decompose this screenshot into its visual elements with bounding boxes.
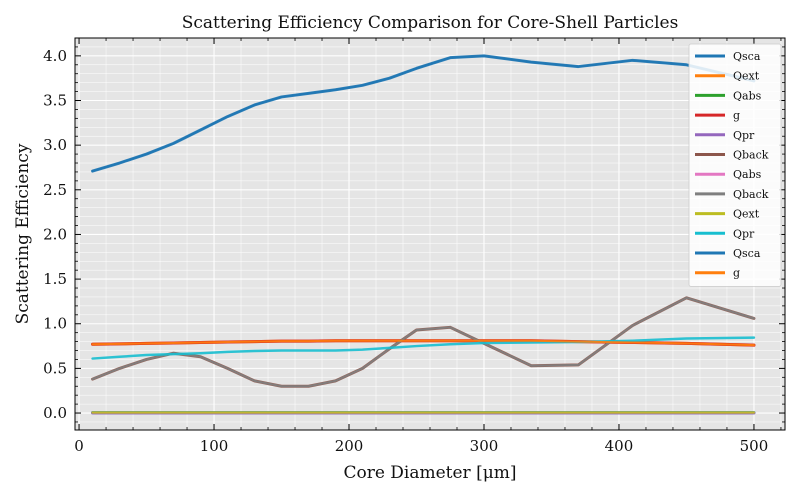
x-tick-label: 0 bbox=[74, 437, 84, 455]
y-tick-label: 3.0 bbox=[43, 136, 67, 154]
y-tick-label: 0.0 bbox=[43, 404, 67, 422]
legend-label: Qext bbox=[733, 208, 760, 221]
legend-label: Qabs bbox=[733, 89, 762, 102]
legend-label: Qback bbox=[733, 188, 769, 201]
y-axis-title: Scattering Efficiency bbox=[13, 143, 33, 324]
series-layer bbox=[91, 54, 756, 415]
x-tick-label: 400 bbox=[605, 437, 634, 455]
y-tick-label: 1.0 bbox=[43, 315, 67, 333]
y-tick-label: 4.0 bbox=[43, 47, 67, 65]
legend-label: g bbox=[733, 267, 740, 280]
series-line bbox=[91, 54, 755, 173]
series-line bbox=[91, 339, 755, 347]
legend-box bbox=[688, 43, 782, 287]
legend-label: g bbox=[733, 109, 740, 122]
y-tick-label: 0.5 bbox=[43, 359, 67, 377]
legend-label: Qpr bbox=[733, 129, 755, 142]
chart-title: Scattering Efficiency Comparison for Cor… bbox=[182, 13, 679, 33]
legend: Qsca Qext Qabs g Qpr Qback Qabs Qback Qext Qpr Qsc… bbox=[688, 43, 782, 287]
ticks: 0 100 200 300 400 500 0.0 0.5 1.0 1.5 2.0 2.5 3.0 3.5… bbox=[43, 37, 785, 455]
legend-label: Qpr bbox=[733, 227, 755, 240]
x-tick-label: 500 bbox=[740, 437, 769, 455]
grid bbox=[75, 37, 785, 430]
x-axis-title: Core Diameter [μm] bbox=[343, 463, 516, 483]
legend-label: Qsca bbox=[733, 247, 761, 260]
x-tick-label: 200 bbox=[335, 437, 364, 455]
y-tick-label: 1.5 bbox=[43, 270, 67, 288]
y-tick-label: 2.0 bbox=[43, 225, 67, 243]
legend-label: Qabs bbox=[733, 168, 762, 181]
legend-label: Qsca bbox=[733, 50, 761, 63]
x-tick-label: 100 bbox=[200, 437, 229, 455]
legend-label: Qback bbox=[733, 149, 769, 162]
y-tick-label: 3.5 bbox=[43, 92, 67, 110]
legend-label: Qext bbox=[733, 70, 760, 83]
x-tick-label: 300 bbox=[470, 437, 499, 455]
y-tick-label: 2.5 bbox=[43, 181, 67, 199]
